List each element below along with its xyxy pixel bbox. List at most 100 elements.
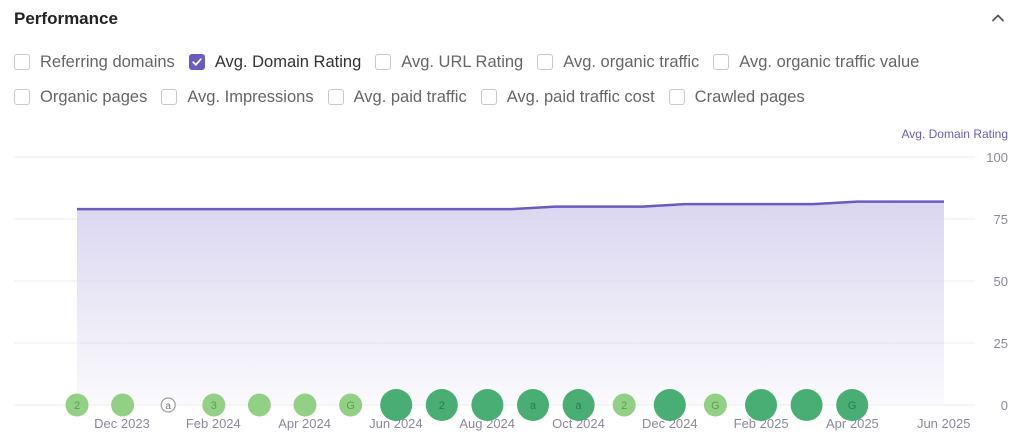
chevron-up-icon bbox=[992, 14, 1004, 22]
checkbox[interactable] bbox=[375, 54, 392, 70]
event-marker-dot bbox=[247, 393, 271, 417]
event-marker[interactable] bbox=[471, 389, 504, 421]
x-tick-label: Feb 2025 bbox=[734, 416, 789, 431]
event-marker-dot bbox=[380, 389, 413, 421]
x-tick-label: Dec 2023 bbox=[94, 416, 150, 431]
event-marker[interactable]: 2 bbox=[65, 393, 89, 417]
metric-avg-paid-traffic[interactable]: Avg. paid traffic bbox=[327, 87, 467, 107]
metric-avg-domain-rating[interactable]: Avg. Domain Rating bbox=[188, 52, 362, 72]
event-marker-dot bbox=[703, 393, 727, 417]
event-marker-label: a bbox=[576, 400, 583, 412]
event-marker[interactable] bbox=[790, 389, 823, 421]
event-marker-dot bbox=[517, 389, 549, 421]
event-marker[interactable]: a bbox=[517, 389, 549, 421]
event-marker-label: 2 bbox=[74, 400, 80, 412]
checkbox[interactable] bbox=[14, 54, 30, 70]
event-marker[interactable] bbox=[247, 393, 271, 417]
event-marker-label: G bbox=[711, 400, 720, 412]
event-marker[interactable]: G bbox=[339, 393, 363, 417]
event-marker-dot bbox=[562, 389, 595, 421]
event-marker-label: a bbox=[165, 401, 171, 412]
event-marker-dot bbox=[293, 393, 317, 417]
check-icon bbox=[192, 58, 202, 66]
x-tick-label: Apr 2025 bbox=[826, 416, 879, 431]
event-marker[interactable] bbox=[380, 389, 413, 421]
x-tick-label: Jun 2025 bbox=[917, 416, 971, 431]
metric-avg-organic-traffic-value[interactable]: Avg. organic traffic value bbox=[713, 53, 919, 72]
event-marker[interactable] bbox=[745, 389, 777, 421]
event-marker-dot bbox=[111, 393, 135, 417]
metric-label: Organic pages bbox=[40, 87, 148, 106]
x-tick-label: Dec 2024 bbox=[642, 416, 698, 431]
y-tick-label: 75 bbox=[994, 212, 1008, 227]
series-axis-label: Avg. Domain Rating bbox=[901, 127, 1009, 141]
event-marker[interactable]: a bbox=[160, 397, 176, 413]
event-marker[interactable] bbox=[293, 393, 317, 417]
y-tick-label: 0 bbox=[1001, 398, 1008, 413]
event-marker-label: 2 bbox=[439, 400, 445, 412]
checkbox[interactable] bbox=[327, 89, 344, 105]
metric-label: Avg. organic traffic bbox=[563, 52, 700, 71]
metric-label: Crawled pages bbox=[694, 87, 805, 106]
y-tick-label: 50 bbox=[994, 274, 1008, 289]
checkbox[interactable] bbox=[537, 54, 554, 70]
event-marker-label: G bbox=[346, 400, 355, 412]
performance-chart: 100 75 50 25 0 Dec 2023 Feb 2024 Apr 2024 Jun 20… bbox=[14, 150, 1008, 431]
checkbox[interactable] bbox=[713, 54, 730, 70]
x-tick-label: Aug 2024 bbox=[459, 416, 515, 431]
metric-label: Referring domains bbox=[40, 52, 175, 71]
metric-label: Avg. paid traffic cost bbox=[506, 87, 655, 106]
panel-title: Performance bbox=[14, 9, 118, 28]
event-marker[interactable]: 3 bbox=[202, 393, 226, 417]
series-area bbox=[77, 201, 944, 405]
metric-avg-paid-traffic-cost[interactable]: Avg. paid traffic cost bbox=[480, 87, 655, 107]
event-marker-dot bbox=[160, 397, 176, 413]
metric-referring-domains[interactable]: Referring domains bbox=[14, 53, 175, 72]
event-marker-dot bbox=[745, 389, 777, 421]
y-tick-label: 100 bbox=[986, 150, 1008, 165]
checkbox[interactable] bbox=[188, 54, 205, 70]
event-marker-dot bbox=[202, 393, 226, 417]
event-marker-dot bbox=[65, 393, 89, 417]
event-marker-label: G bbox=[848, 400, 857, 412]
y-tick-label: 25 bbox=[994, 336, 1008, 351]
event-marker-dot bbox=[339, 393, 363, 417]
checkbox[interactable] bbox=[161, 89, 178, 105]
metric-label: Avg. URL Rating bbox=[401, 52, 524, 71]
event-marker-label: 2 bbox=[621, 400, 627, 412]
panel-header: Performance bbox=[14, 6, 1010, 30]
collapse-button[interactable] bbox=[986, 6, 1010, 30]
event-marker[interactable]: 2 bbox=[612, 393, 636, 417]
checkbox[interactable] bbox=[668, 89, 685, 105]
metric-row: Organic pages Avg. Impressions Avg. paid t… bbox=[14, 83, 1004, 111]
event-marker-label: a bbox=[530, 400, 537, 412]
x-tick-label: Apr 2024 bbox=[278, 416, 331, 431]
event-marker-dot bbox=[653, 389, 686, 421]
event-marker-dot bbox=[790, 389, 823, 421]
checkbox[interactable] bbox=[14, 89, 30, 105]
metric-label: Avg. Domain Rating bbox=[214, 52, 362, 71]
x-tick-label: Oct 2024 bbox=[552, 416, 605, 431]
x-tick-label: Feb 2024 bbox=[186, 416, 241, 431]
x-tick-label: Jun 2024 bbox=[369, 416, 423, 431]
event-marker-dot bbox=[836, 389, 869, 421]
event-marker[interactable]: a bbox=[562, 389, 595, 421]
event-marker[interactable] bbox=[111, 393, 135, 417]
event-marker[interactable]: 2 bbox=[425, 389, 458, 421]
event-marker[interactable] bbox=[653, 389, 686, 421]
metric-avg-url-rating[interactable]: Avg. URL Rating bbox=[375, 53, 523, 72]
checkbox[interactable] bbox=[480, 89, 497, 105]
metric-avg-organic-traffic[interactable]: Avg. organic traffic bbox=[537, 53, 699, 72]
metric-organic-pages[interactable]: Organic pages bbox=[14, 88, 147, 107]
metric-label: Avg. Impressions bbox=[187, 87, 314, 106]
event-marker-dot bbox=[425, 389, 458, 421]
metric-crawled-pages[interactable]: Crawled pages bbox=[668, 87, 805, 107]
event-marker-dot bbox=[612, 393, 636, 417]
event-marker-dot bbox=[471, 389, 504, 421]
event-marker[interactable]: G bbox=[703, 393, 727, 417]
metric-label: Avg. organic traffic value bbox=[739, 52, 920, 71]
event-marker[interactable]: G bbox=[836, 389, 869, 421]
metric-avg-impressions[interactable]: Avg. Impressions bbox=[161, 87, 314, 107]
metric-label: Avg. paid traffic bbox=[353, 87, 467, 106]
event-marker-label: 3 bbox=[211, 400, 217, 412]
